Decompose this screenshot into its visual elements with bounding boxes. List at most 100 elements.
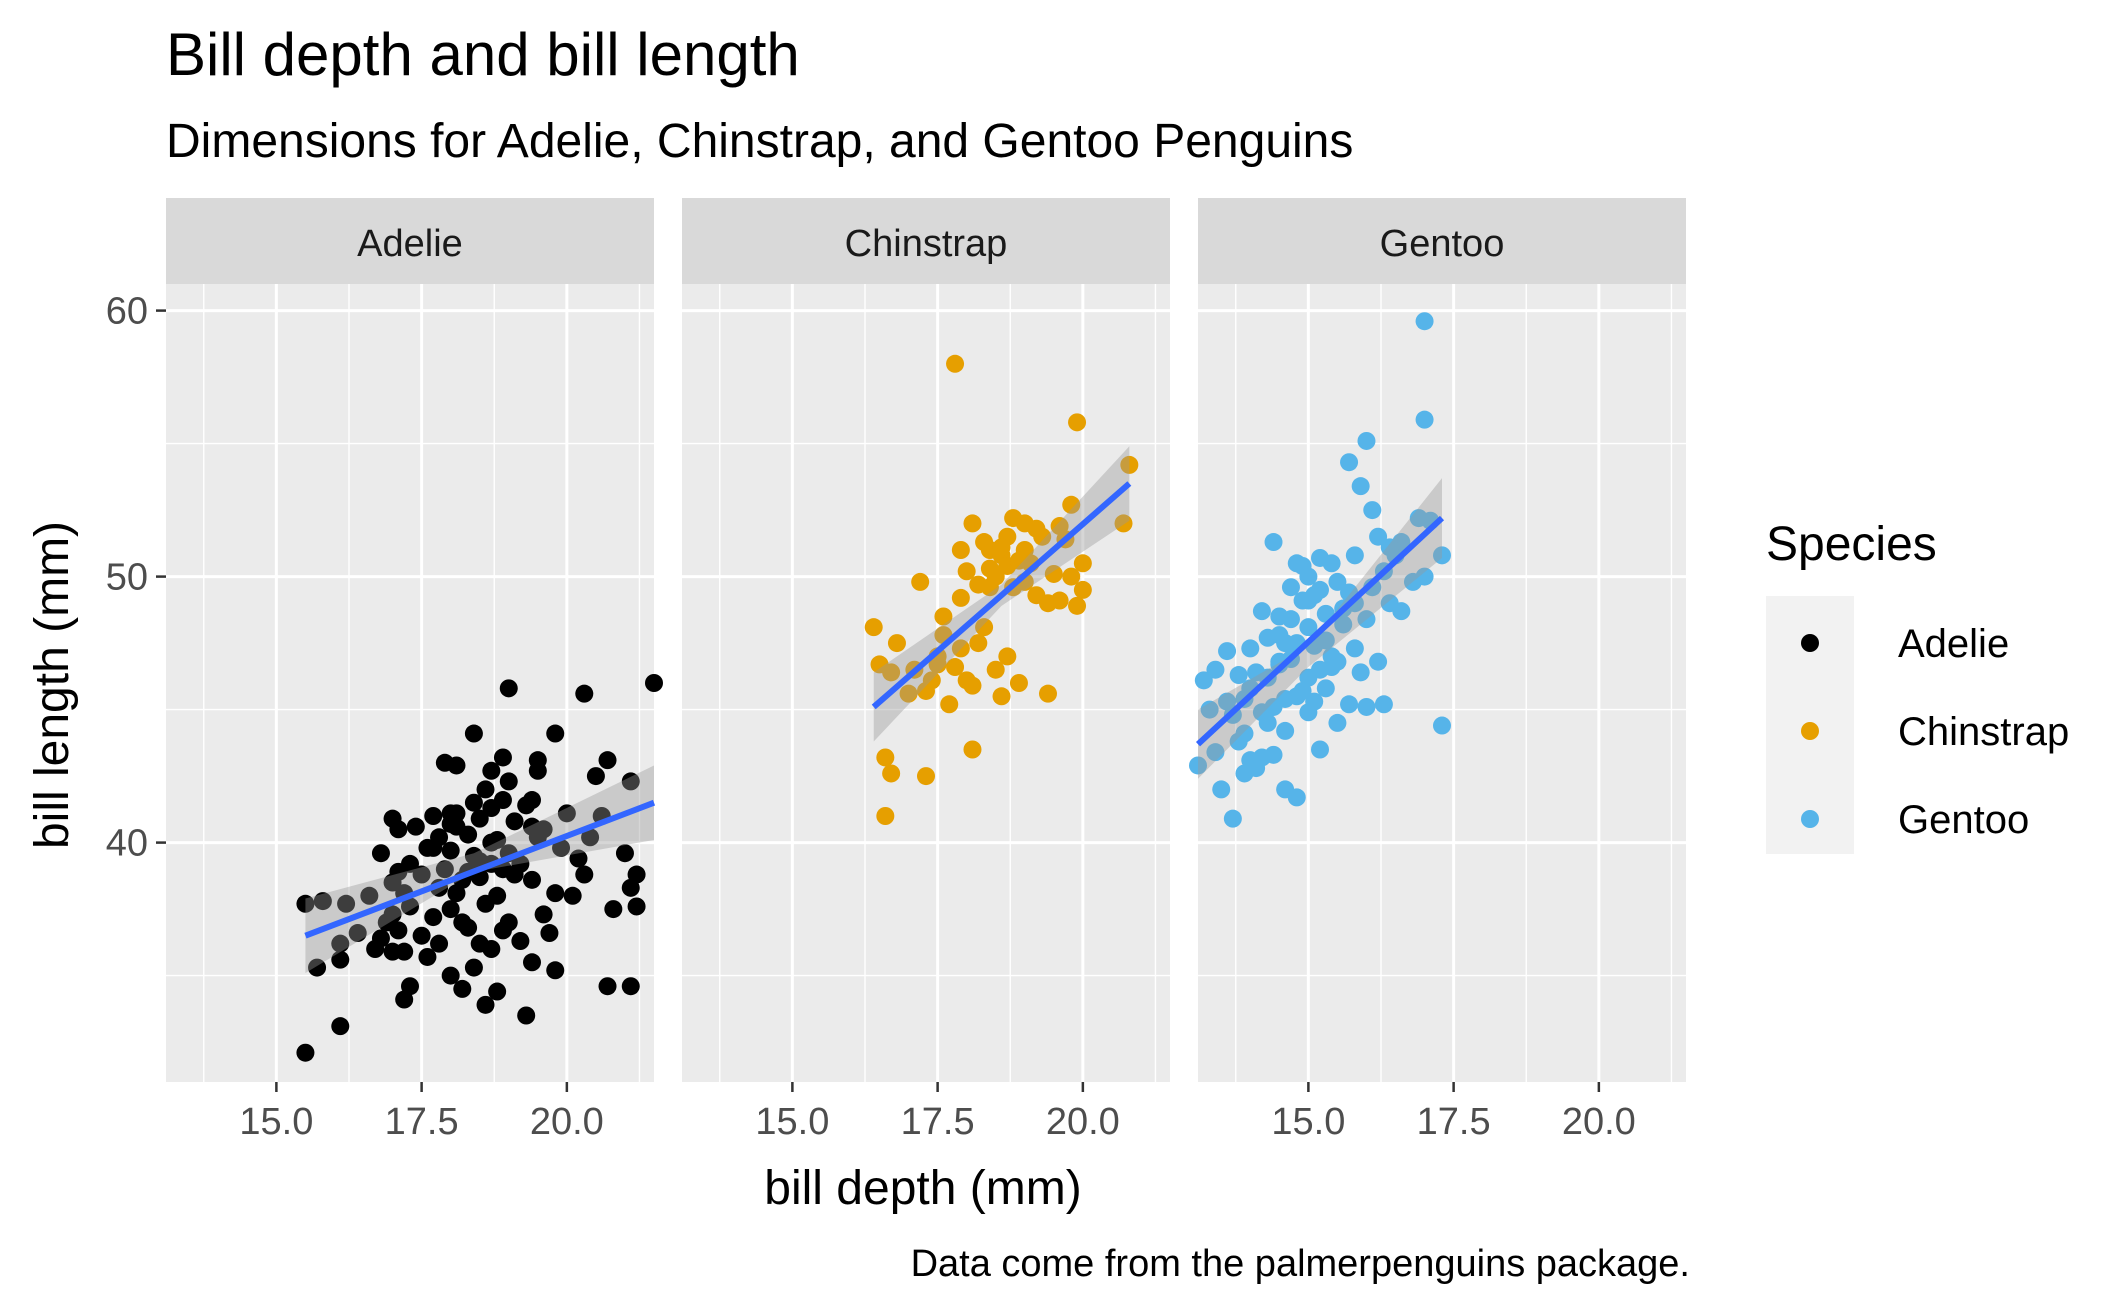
data-point	[534, 905, 553, 924]
data-point	[1415, 567, 1434, 586]
data-point	[493, 791, 512, 810]
data-point	[876, 748, 895, 767]
data-point	[308, 958, 327, 977]
data-point	[1311, 548, 1329, 567]
data-point	[546, 884, 565, 903]
data-point	[1073, 580, 1092, 599]
data-point	[1340, 453, 1359, 472]
data-point	[470, 809, 489, 828]
data-point	[447, 884, 466, 903]
data-point	[499, 679, 518, 698]
data-point	[464, 958, 483, 977]
x-tick-label: 20.0	[1562, 1101, 1636, 1143]
y-tick-label: 40	[106, 823, 148, 865]
data-point	[395, 942, 414, 961]
data-point	[441, 900, 460, 919]
data-point	[575, 684, 594, 703]
data-point	[1316, 631, 1335, 650]
data-point	[523, 870, 541, 889]
data-point	[459, 825, 478, 844]
data-point	[1311, 740, 1329, 759]
data-point	[563, 886, 582, 905]
legend-label-gentoo: Gentoo	[1898, 798, 2029, 842]
data-point	[1357, 431, 1376, 450]
data-point	[441, 814, 460, 833]
data-point	[917, 767, 935, 786]
data-point	[453, 979, 472, 998]
data-point	[1062, 567, 1081, 586]
x-tick-label: 17.5	[385, 1101, 459, 1143]
data-point	[383, 905, 402, 924]
data-point	[1264, 745, 1283, 764]
fit-line	[1195, 515, 1445, 747]
data-point	[1334, 615, 1353, 634]
data-point	[401, 977, 419, 996]
legend-label-adelie: Adelie	[1898, 622, 2009, 666]
data-point	[1305, 586, 1324, 605]
data-point	[992, 687, 1011, 706]
data-point	[331, 934, 350, 953]
data-point	[447, 756, 466, 775]
data-point	[337, 894, 356, 913]
data-point	[969, 634, 988, 653]
data-point	[882, 764, 901, 783]
data-point	[887, 634, 906, 653]
legend-label-chinstrap: Chinstrap	[1898, 710, 2069, 754]
data-point	[1293, 556, 1312, 575]
data-point	[406, 817, 425, 836]
data-point	[586, 767, 605, 786]
data-point	[441, 841, 460, 860]
data-point	[946, 354, 965, 373]
data-point	[523, 791, 541, 810]
data-point	[1374, 695, 1393, 714]
data-point	[899, 684, 918, 703]
legend-key-adelie	[1801, 634, 1819, 652]
facet-strip-label: Adelie	[357, 223, 463, 265]
data-point	[1235, 724, 1254, 743]
chart-subtitle: Dimensions for Adelie, Chinstrap, and Ge…	[166, 115, 1353, 168]
data-point	[476, 780, 495, 799]
data-point	[645, 674, 663, 692]
facet-panels: Adelie 15.0 17.5 20.0 40 50 60 Chinstrap 15.0 17.…	[106, 198, 1686, 1143]
data-point	[296, 1043, 315, 1062]
data-point	[1200, 700, 1219, 719]
x-axis-label: bill depth (mm)	[764, 1162, 1081, 1215]
legend-key-chinstrap	[1801, 722, 1819, 740]
data-point	[581, 828, 600, 847]
data-point	[464, 724, 483, 743]
data-point	[876, 807, 895, 825]
data-point	[1194, 671, 1213, 690]
data-point	[1369, 527, 1388, 546]
x-tick-label: 20.0	[1046, 1101, 1120, 1143]
data-point	[523, 953, 541, 972]
facet-strip	[1198, 198, 1686, 284]
data-point	[1345, 546, 1364, 565]
data-point	[1218, 642, 1237, 661]
legend-title: Species	[1766, 518, 1937, 571]
data-point	[1050, 591, 1069, 610]
data-point	[1380, 538, 1399, 557]
data-point	[1433, 716, 1451, 735]
data-point	[992, 538, 1011, 557]
data-point	[1281, 610, 1300, 629]
data-point	[546, 961, 565, 980]
data-point	[951, 541, 970, 559]
data-point	[1229, 666, 1248, 685]
data-point	[1062, 495, 1081, 514]
confidence-ribbon	[1198, 478, 1442, 779]
data-point	[1189, 756, 1207, 775]
data-point	[922, 671, 941, 690]
x-tick-label: 15.0	[755, 1101, 829, 1143]
data-point	[540, 924, 559, 943]
x-tick-label: 17.5	[1417, 1101, 1491, 1143]
facet-strip	[166, 198, 654, 284]
data-point	[424, 807, 443, 825]
data-point	[1322, 658, 1341, 677]
data-point	[1223, 809, 1242, 828]
data-point	[464, 793, 483, 812]
legend-items: Adelie Chinstrap Gentoo	[1801, 622, 2069, 842]
data-point	[401, 854, 419, 873]
data-point	[864, 618, 883, 637]
data-point	[1351, 477, 1370, 496]
data-point	[476, 995, 495, 1014]
